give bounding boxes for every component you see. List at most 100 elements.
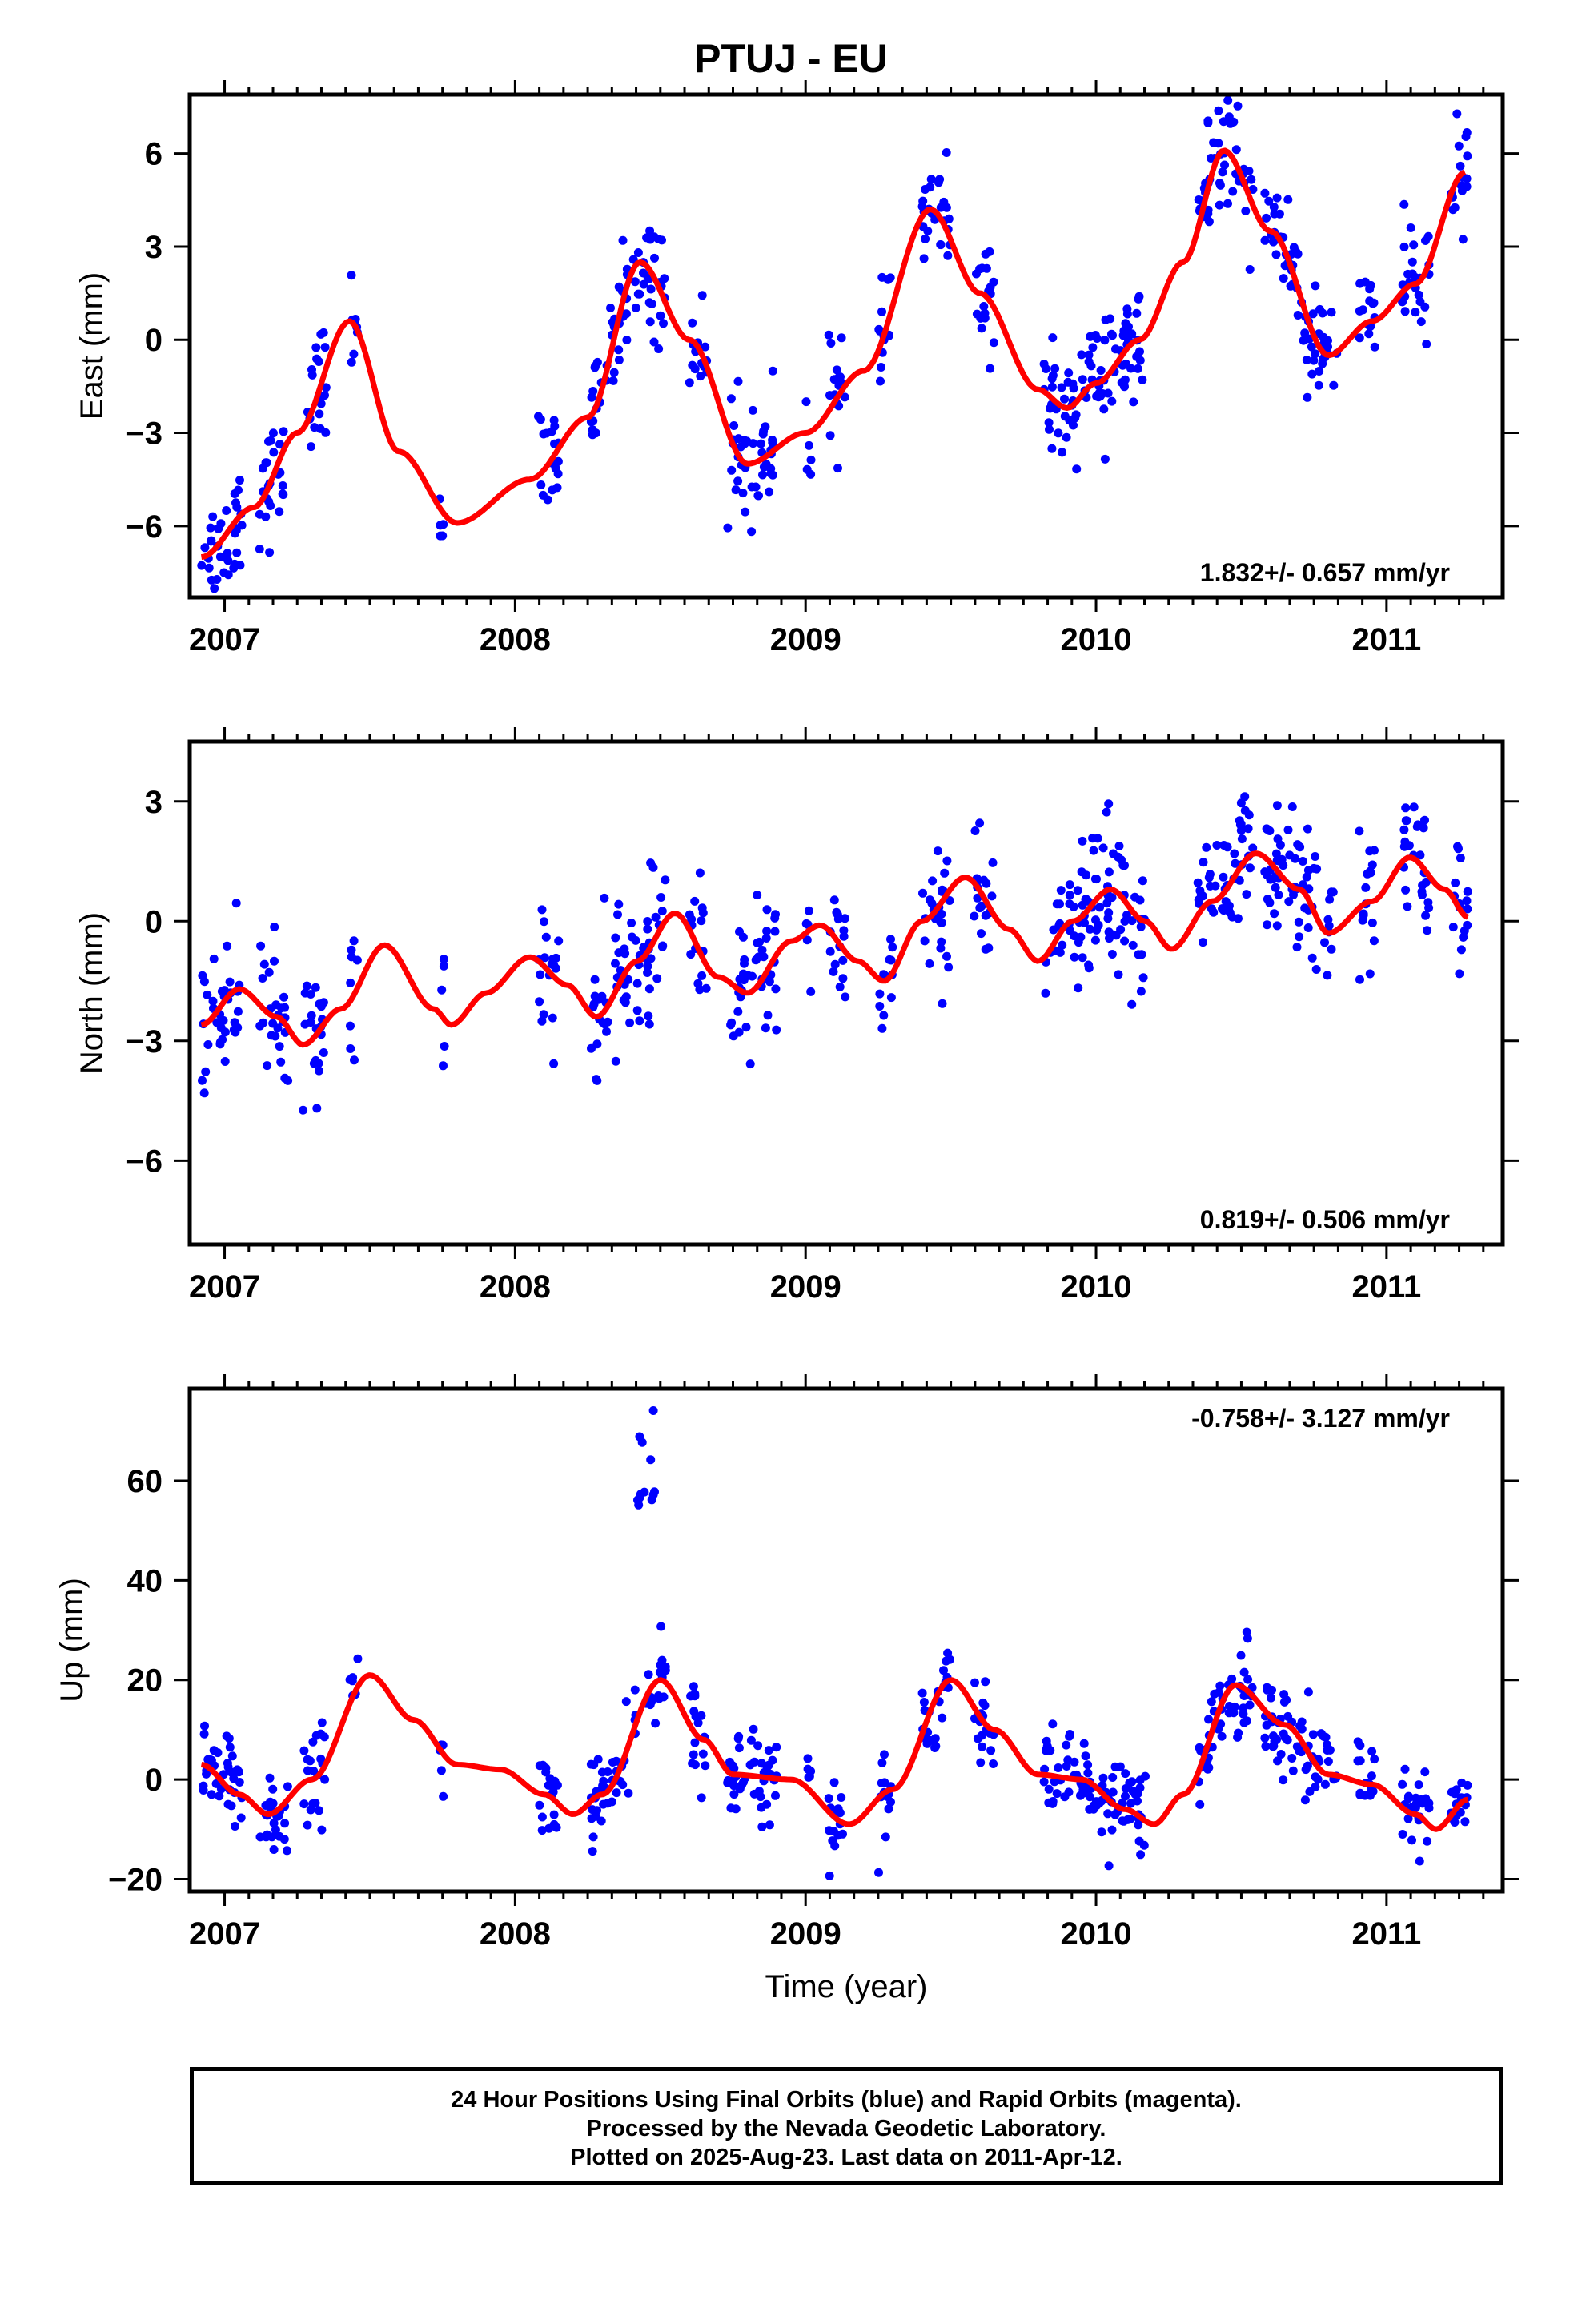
data-point [1458, 235, 1468, 244]
data-point [275, 1042, 284, 1051]
data-point [1124, 322, 1133, 332]
data-point [265, 548, 275, 557]
data-point [1399, 199, 1409, 209]
data-point [1398, 1830, 1407, 1839]
data-point [874, 1868, 883, 1877]
data-point [227, 1801, 236, 1811]
east-model-curve [200, 147, 1467, 561]
data-point [886, 935, 895, 944]
data-point [1237, 834, 1247, 844]
data-point [319, 1732, 329, 1742]
data-point [1370, 1755, 1379, 1764]
data-point [588, 425, 597, 435]
data-point [222, 1731, 231, 1741]
data-point [989, 338, 998, 348]
data-point [1418, 1799, 1427, 1808]
data-point [841, 992, 850, 1002]
data-point [259, 1018, 268, 1027]
data-point [439, 955, 448, 964]
data-point [279, 1835, 289, 1844]
data-point [942, 951, 951, 961]
data-point [270, 956, 279, 966]
data-point [606, 304, 615, 312]
data-point [643, 962, 652, 971]
data-point [303, 1766, 312, 1775]
data-point [1327, 944, 1336, 954]
data-point [1108, 331, 1117, 340]
data-point [437, 985, 447, 995]
data-point [299, 1799, 309, 1809]
data-point [625, 1018, 635, 1027]
x-tick-label: 2008 [480, 622, 551, 657]
data-point [970, 1678, 979, 1687]
data-point [439, 1791, 448, 1801]
data-point [1359, 909, 1368, 919]
data-point [1214, 139, 1223, 148]
data-point [825, 1826, 834, 1835]
data-point [924, 1736, 934, 1746]
data-point [761, 1023, 770, 1033]
data-point [1448, 923, 1458, 932]
data-point [772, 1743, 781, 1752]
data-point [206, 523, 215, 533]
data-point [1225, 1702, 1234, 1711]
data-point [204, 563, 214, 573]
data-point [303, 1755, 312, 1764]
data-point [1463, 887, 1472, 896]
data-point [1293, 311, 1303, 320]
data-point [938, 1713, 947, 1723]
data-point [225, 1743, 235, 1752]
data-point [937, 909, 946, 919]
data-point [1279, 1775, 1288, 1785]
data-point [1070, 952, 1079, 962]
data-point [980, 308, 990, 318]
data-point [302, 981, 311, 991]
east-plot-frame [187, 92, 1505, 600]
data-point [754, 491, 763, 501]
data-point [919, 1698, 929, 1707]
data-point [1048, 1719, 1058, 1729]
north-plot-frame [187, 739, 1505, 1247]
data-point [1273, 1756, 1283, 1766]
data-point [307, 442, 315, 452]
data-point [836, 372, 845, 382]
data-point [1323, 971, 1332, 980]
data-point [263, 1830, 272, 1839]
data-point [1245, 265, 1255, 274]
data-point [536, 415, 545, 424]
data-point [1086, 361, 1096, 371]
data-point [1309, 863, 1319, 873]
footer-line-3: Plotted on 2025-Aug-23. Last data on 201… [570, 2145, 1122, 2170]
data-point [978, 263, 987, 273]
data-point [741, 1023, 751, 1032]
data-point [201, 1067, 211, 1076]
data-point [1403, 1814, 1413, 1823]
up-points [199, 1406, 1472, 1880]
data-point [554, 936, 564, 946]
data-point [312, 1104, 322, 1113]
data-point [592, 1076, 602, 1085]
x-tick-label: 2009 [770, 1269, 841, 1305]
data-point [1418, 891, 1427, 899]
data-point [647, 1696, 656, 1706]
data-point [1114, 852, 1122, 862]
data-point [1452, 109, 1462, 119]
data-point [1241, 207, 1251, 215]
data-point [1088, 343, 1098, 352]
data-point [1114, 970, 1123, 979]
data-point [656, 1622, 666, 1631]
data-point [1239, 1718, 1249, 1727]
data-point [1364, 329, 1374, 339]
data-point [1245, 863, 1255, 873]
data-point [614, 899, 624, 909]
data-point [940, 868, 950, 878]
data-point [1284, 897, 1294, 907]
data-point [837, 1793, 846, 1802]
y-tick-label: 6 [145, 137, 163, 172]
data-point [1084, 350, 1094, 360]
data-point [977, 324, 986, 333]
data-point [1271, 250, 1281, 259]
data-point [256, 941, 266, 951]
data-point [315, 999, 324, 1009]
data-point [886, 993, 896, 1003]
